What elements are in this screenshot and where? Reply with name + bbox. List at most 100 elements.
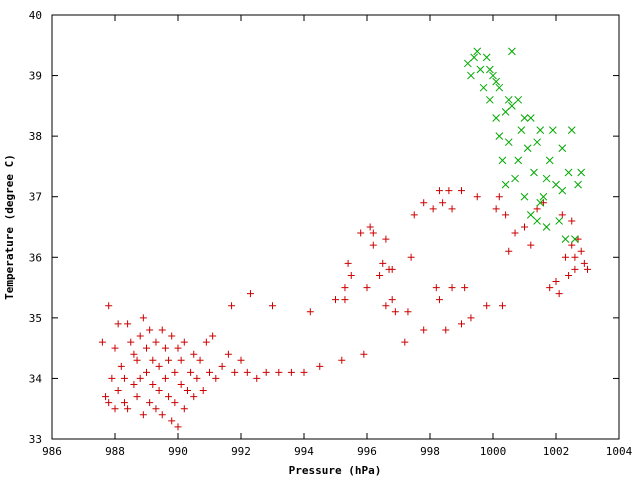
- data-point: [165, 356, 173, 364]
- data-point: [517, 126, 526, 134]
- data-point: [546, 284, 554, 292]
- data-point: [435, 187, 443, 195]
- data-point: [467, 71, 475, 80]
- data-point: [332, 296, 339, 304]
- data-point: [565, 271, 573, 279]
- data-point: [410, 211, 418, 219]
- data-point: [187, 368, 195, 376]
- data-point: [492, 205, 500, 213]
- data-point: [539, 192, 548, 201]
- y-tick-label: 33: [29, 433, 42, 446]
- data-point: [561, 235, 570, 243]
- data-point: [448, 284, 456, 292]
- data-point: [567, 126, 576, 134]
- data-point: [404, 308, 412, 316]
- data-point: [105, 399, 113, 407]
- data-point: [143, 368, 150, 376]
- data-point: [521, 223, 528, 231]
- data-point: [495, 132, 504, 140]
- data-point: [161, 344, 169, 352]
- data-point: [495, 193, 503, 201]
- data-point: [561, 253, 569, 261]
- x-axis-ticks: 986 988 990 992 994 996 998 1000 1002 1004: [42, 15, 633, 458]
- y-axis-label: Temperature (degree C): [3, 154, 16, 300]
- data-point: [439, 199, 447, 207]
- data-point: [111, 405, 119, 413]
- data-point: [357, 229, 365, 237]
- data-point: [360, 350, 368, 358]
- data-point: [508, 102, 516, 110]
- y-tick-label: 35: [29, 312, 42, 325]
- data-point: [133, 393, 141, 401]
- data-point: [344, 259, 352, 267]
- data-point: [124, 405, 132, 413]
- data-point: [269, 302, 276, 310]
- data-point: [568, 217, 576, 225]
- data-point: [316, 362, 324, 370]
- series-group: [98, 47, 591, 431]
- data-point: [231, 368, 239, 376]
- data-point: [262, 368, 270, 376]
- data-point: [577, 168, 586, 177]
- data-point: [520, 192, 529, 201]
- data-point: [548, 126, 557, 134]
- data-point: [158, 326, 166, 334]
- data-point: [555, 290, 563, 298]
- data-point: [139, 314, 147, 322]
- data-point: [218, 362, 226, 370]
- data-point: [253, 374, 261, 382]
- data-point: [401, 338, 409, 346]
- data-point: [536, 126, 545, 134]
- data-point: [130, 380, 138, 388]
- data-point: [161, 374, 169, 382]
- data-point: [306, 308, 314, 316]
- data-point: [180, 405, 188, 413]
- data-point: [165, 393, 173, 401]
- data-point: [369, 241, 377, 249]
- y-tick-label: 34: [29, 372, 43, 385]
- data-point: [571, 253, 579, 261]
- data-point: [442, 326, 450, 334]
- data-point: [196, 356, 204, 364]
- data-point: [479, 83, 488, 92]
- data-point: [533, 138, 541, 147]
- data-point: [379, 259, 387, 267]
- data-point: [492, 114, 501, 122]
- data-point: [202, 338, 210, 346]
- data-point: [341, 284, 349, 292]
- data-point: [511, 174, 519, 183]
- data-point: [542, 223, 551, 231]
- data-point: [476, 65, 485, 74]
- data-point: [555, 217, 564, 225]
- data-point: [577, 247, 585, 255]
- data-point: [174, 344, 182, 352]
- data-point: [228, 302, 236, 310]
- data-point: [209, 332, 217, 340]
- data-point: [152, 405, 160, 413]
- data-point: [149, 356, 157, 364]
- data-point: [520, 114, 529, 122]
- data-point: [448, 205, 456, 213]
- y-tick-label: 36: [29, 251, 42, 264]
- data-point: [190, 350, 198, 358]
- data-point: [155, 387, 163, 395]
- data-point: [212, 374, 220, 382]
- data-point: [180, 338, 188, 346]
- data-point: [206, 368, 213, 376]
- data-point: [120, 399, 128, 407]
- data-point: [545, 156, 554, 165]
- data-point: [376, 271, 384, 279]
- data-point: [580, 259, 588, 267]
- data-point: [120, 374, 128, 382]
- data-point: [420, 199, 428, 207]
- data-point: [168, 417, 176, 425]
- data-point: [152, 338, 160, 346]
- data-point: [158, 411, 166, 419]
- data-point: [98, 338, 106, 346]
- x-tick-label: 992: [231, 445, 251, 458]
- data-point: [485, 65, 494, 74]
- data-point: [347, 271, 355, 279]
- data-point: [530, 168, 538, 177]
- data-point: [514, 95, 523, 104]
- data-point: [461, 284, 469, 292]
